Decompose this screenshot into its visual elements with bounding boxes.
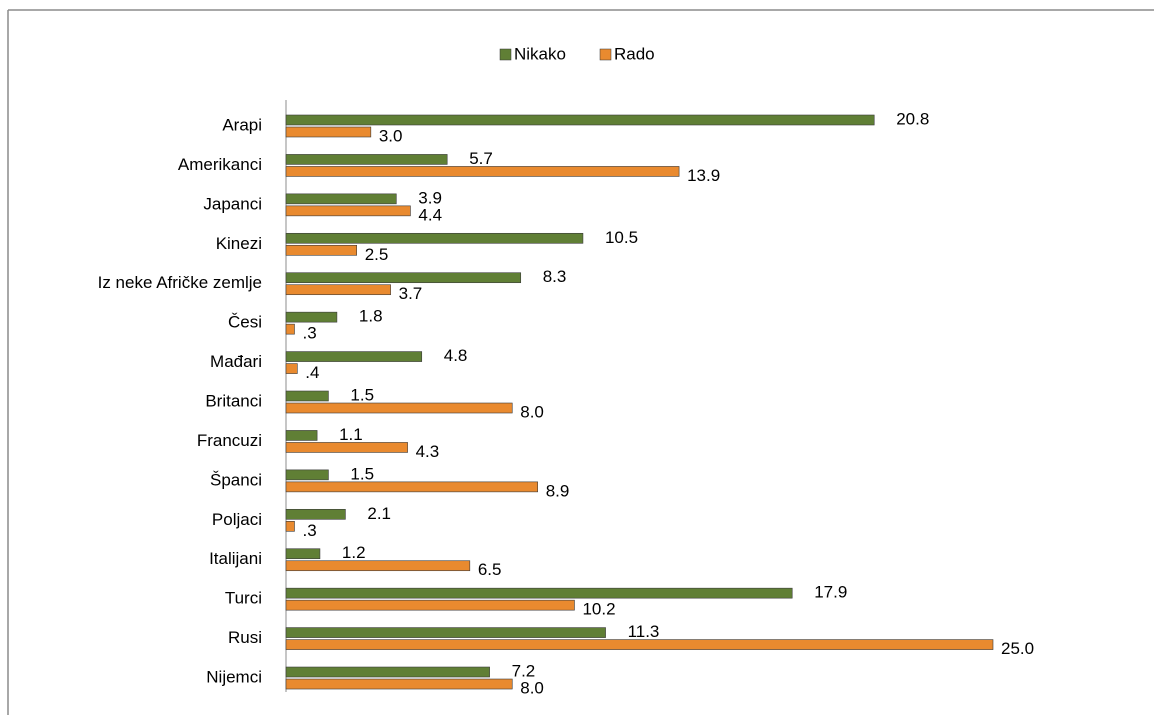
- value-label: .3: [302, 324, 316, 343]
- legend-label: Rado: [614, 44, 655, 63]
- bar: [285, 244, 357, 256]
- value-label: 2.5: [365, 245, 389, 264]
- bar: [285, 599, 575, 611]
- bar: [285, 193, 397, 205]
- category-label: Poljaci: [212, 510, 262, 529]
- bar: [285, 154, 448, 165]
- bar: [285, 678, 513, 690]
- bar: [285, 639, 994, 650]
- value-label: .3: [302, 521, 316, 540]
- bar: [285, 390, 329, 402]
- value-label: 11.3: [628, 622, 660, 641]
- bar: [285, 627, 606, 638]
- category-label: Iz neke Afričke zemlje: [98, 273, 262, 292]
- value-label: 4.3: [416, 442, 440, 461]
- category-label: Italijani: [209, 549, 262, 568]
- value-label: 13.9: [687, 166, 720, 185]
- bar: [285, 323, 295, 335]
- legend-swatch: [499, 48, 512, 61]
- category-label: Turci: [225, 589, 262, 608]
- value-label: 1.5: [350, 464, 374, 483]
- value-label: 17.9: [814, 583, 847, 602]
- bar: [285, 311, 338, 323]
- category-label: Mađari: [210, 352, 262, 371]
- bar: [285, 351, 423, 362]
- value-label: 3.7: [399, 284, 423, 303]
- legend-label: Nikako: [514, 44, 566, 63]
- category-label: Rusi: [228, 628, 262, 647]
- value-label: 4.8: [444, 346, 468, 365]
- bar: [285, 166, 680, 177]
- bar: [285, 520, 295, 532]
- category-label: Nijemci: [206, 668, 262, 687]
- bar: [285, 272, 522, 284]
- bar: [285, 508, 346, 520]
- value-label: 3.9: [418, 188, 442, 207]
- bar: [285, 402, 513, 414]
- value-label: 7.2: [512, 662, 536, 681]
- bar: [285, 430, 318, 441]
- bar: [285, 442, 408, 453]
- value-label: 25.0: [1001, 639, 1034, 658]
- value-label: 8.0: [520, 402, 544, 421]
- value-label: 8.3: [543, 267, 567, 286]
- category-label: Francuzi: [197, 431, 262, 450]
- bar: [285, 126, 372, 138]
- value-label: 8.0: [520, 679, 544, 698]
- bar: [285, 205, 411, 217]
- bar: [285, 666, 490, 678]
- bar: [285, 363, 298, 374]
- value-label: 6.5: [478, 560, 502, 579]
- category-label: Španci: [210, 470, 262, 489]
- bar: [285, 560, 471, 572]
- value-label: 4.4: [418, 205, 442, 224]
- category-label: Arapi: [222, 115, 262, 134]
- value-label: 8.9: [546, 481, 570, 500]
- value-label: 10.2: [582, 600, 615, 619]
- category-label: Amerikanci: [178, 155, 262, 174]
- legend-swatch: [599, 48, 612, 61]
- value-label: 1.2: [342, 543, 366, 562]
- category-label: Česi: [228, 313, 262, 332]
- value-label: .4: [305, 363, 319, 382]
- value-label: 2.1: [367, 504, 391, 523]
- bar: [285, 481, 538, 493]
- value-label: 1.8: [359, 307, 383, 326]
- bar: [285, 114, 875, 126]
- category-label: Britanci: [205, 391, 262, 410]
- bar: [285, 232, 584, 244]
- value-label: 3.0: [379, 126, 403, 145]
- value-label: 5.7: [469, 149, 493, 168]
- category-label: Japanci: [203, 194, 262, 213]
- value-label: 20.8: [896, 109, 929, 128]
- bar: [285, 284, 391, 296]
- bar: [285, 548, 321, 560]
- value-label: 10.5: [605, 228, 638, 247]
- bar: [285, 469, 329, 481]
- category-label: Kinezi: [216, 234, 262, 253]
- value-label: 1.1: [339, 425, 363, 444]
- value-label: 1.5: [350, 385, 374, 404]
- bar: [285, 587, 793, 599]
